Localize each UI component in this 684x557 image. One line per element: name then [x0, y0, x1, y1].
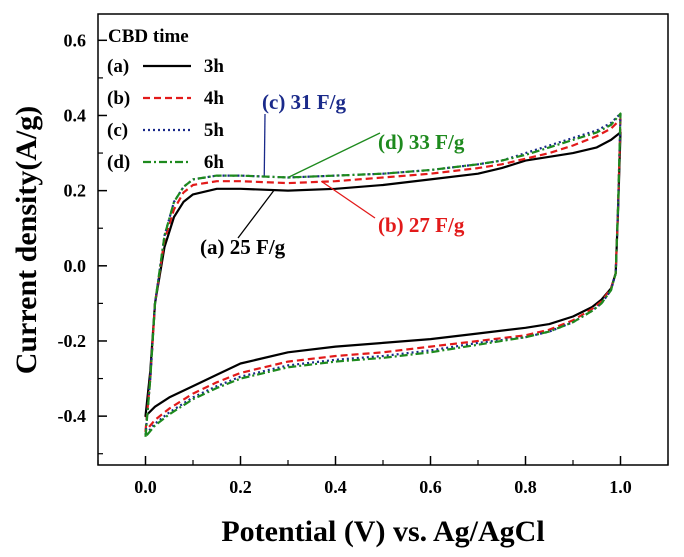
y-tick-label: 0.2 — [64, 181, 87, 201]
x-tick-label: 0.8 — [514, 477, 537, 497]
legend: CBD time (a) 3h (b) 4h (c) 5h (d) 6h — [107, 26, 224, 173]
y-tick-label: 0.4 — [64, 105, 87, 125]
x-tick-label: 0.4 — [324, 477, 347, 497]
legend-tag: (b) — [107, 88, 130, 109]
plot-frame — [97, 13, 669, 466]
legend-label: 5h — [204, 120, 225, 141]
annotation-label: (c) 31 F/g — [262, 90, 346, 114]
y-tick-label: 0.6 — [64, 30, 87, 50]
legend-tag: (c) — [107, 120, 128, 141]
y-tick-label: -0.2 — [58, 331, 87, 351]
legend-label: 3h — [204, 56, 225, 77]
series-line-3h — [144, 131, 622, 418]
x-tick-label: 0.6 — [419, 477, 442, 497]
x-axis-ticks: 0.0 0.2 0.4 0.6 0.8 1.0 — [97, 456, 669, 497]
annotation-leader — [320, 180, 376, 219]
x-axis-title: Potential (V) vs. Ag/AgCl — [221, 515, 544, 548]
legend-label: 4h — [204, 88, 225, 109]
annotations: (a) 25 F/g (b) 27 F/g (c) 31 F/g (d) 33 F/g — [200, 90, 465, 259]
annotation-label: (b) 27 F/g — [378, 213, 465, 237]
x-tick-label: 0.0 — [134, 477, 157, 497]
series-curves — [144, 112, 622, 438]
legend-entries: (a) 3h (b) 4h (c) 5h (d) 6h — [107, 56, 224, 173]
y-tick-label: -0.4 — [58, 406, 87, 426]
annotation-label: (d) 33 F/g — [378, 130, 465, 154]
x-tick-label: 1.0 — [609, 477, 632, 497]
annotation-leader — [287, 132, 381, 179]
annotation-leader — [237, 190, 275, 239]
y-axis-ticks: -0.4 -0.2 0.0 0.2 0.4 0.6 — [58, 30, 107, 455]
legend-tag: (a) — [107, 56, 129, 77]
y-axis-title: Current density(A/g) — [10, 106, 43, 375]
annotation-label: (a) 25 F/g — [200, 235, 286, 259]
y-tick-label: 0.0 — [64, 256, 87, 276]
legend-title: CBD time — [108, 26, 189, 47]
annotation-leader — [263, 113, 266, 176]
x-tick-label: 0.2 — [229, 477, 252, 497]
legend-tag: (d) — [107, 152, 130, 173]
series-line-4h — [144, 118, 622, 433]
series-line-6h — [144, 112, 622, 438]
legend-label: 6h — [204, 152, 225, 173]
